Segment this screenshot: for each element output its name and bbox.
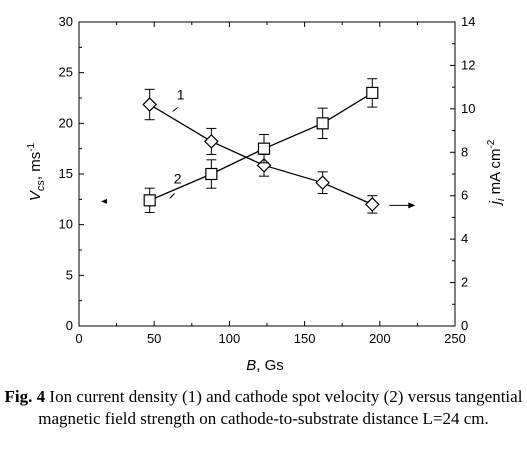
left-y-axis-subscript: cs	[35, 180, 47, 192]
series-2-label-leader	[169, 192, 176, 199]
x-axis-ticks: 0 50 100 150 200 250	[75, 22, 466, 346]
series-1-point	[315, 175, 330, 191]
series-1-point	[364, 197, 380, 212]
right-y-tick-label: 2	[461, 275, 468, 290]
left-y-tick-label: 0	[66, 318, 73, 333]
plot-frame	[78, 21, 456, 327]
figure-label: Fig. 4	[4, 387, 46, 406]
right-y-axis-exponent: -2	[486, 139, 497, 148]
right-y-tick-label: 6	[461, 188, 468, 203]
right-y-tick-label: 14	[461, 14, 475, 29]
figure-caption: Fig. 4 Ion current density (1) and catho…	[0, 386, 527, 430]
x-axis-unit: , Gs	[256, 357, 284, 374]
series-1-label-leader	[172, 107, 179, 112]
series-2-label: 2	[174, 170, 182, 186]
right-y-tick-label: 0	[461, 318, 468, 333]
left-y-axis-ticks: 0 5 10 15 20 25 30	[59, 14, 84, 333]
annotations: 12	[101, 87, 416, 209]
right-y-axis-symbol: j	[487, 200, 504, 206]
right-y-tick-label: 10	[461, 101, 475, 116]
x-tick-label: 200	[369, 331, 391, 346]
plot-border	[78, 21, 456, 327]
left-y-tick-label: 5	[66, 267, 73, 282]
series-1-point	[204, 134, 219, 149]
series-2-point	[366, 86, 379, 100]
right-axis-arrow-head	[408, 202, 416, 209]
left-y-tick-label: 20	[59, 115, 73, 130]
left-y-tick-label: 15	[59, 166, 73, 181]
x-tick-label: 0	[75, 331, 82, 346]
right-y-tick-label: 4	[461, 231, 468, 246]
series-2-point	[143, 194, 156, 207]
series-1-label: 1	[177, 87, 185, 103]
left-y-axis-exponent: -1	[26, 142, 37, 151]
series-1-point	[142, 97, 158, 112]
series-2-point	[257, 142, 271, 155]
right-y-axis-title: ji mA cm-2	[486, 139, 507, 206]
right-y-axis-subscript: i	[495, 198, 507, 201]
series-2-point	[316, 117, 329, 130]
series-2-point	[205, 167, 218, 181]
figure-caption-text: Ion current density (1) and cathode spot…	[38, 387, 523, 428]
right-y-axis-ticks: 0 2 4 6 8 10 12 14	[450, 14, 475, 333]
x-axis-symbol: B	[246, 357, 256, 374]
left-axis-arrow	[101, 198, 107, 204]
left-y-tick-label: 30	[59, 14, 73, 29]
left-y-tick-label: 10	[59, 217, 73, 232]
x-tick-label: 100	[219, 331, 241, 346]
series-group	[142, 78, 380, 214]
left-y-axis-unit: , ms	[27, 152, 44, 180]
right-y-tick-label: 8	[461, 144, 468, 159]
left-y-axis-title: Vcs, ms-1	[26, 142, 47, 201]
right-y-axis-unit: mA cm	[487, 149, 504, 199]
left-y-axis-symbol: V	[27, 189, 44, 201]
x-axis-title: B, Gs	[246, 357, 284, 374]
left-y-tick-label: 25	[59, 65, 73, 80]
right-y-tick-label: 12	[461, 57, 475, 72]
x-tick-label: 150	[294, 331, 316, 346]
x-tick-label: 50	[147, 331, 161, 346]
x-tick-label: 250	[444, 331, 466, 346]
